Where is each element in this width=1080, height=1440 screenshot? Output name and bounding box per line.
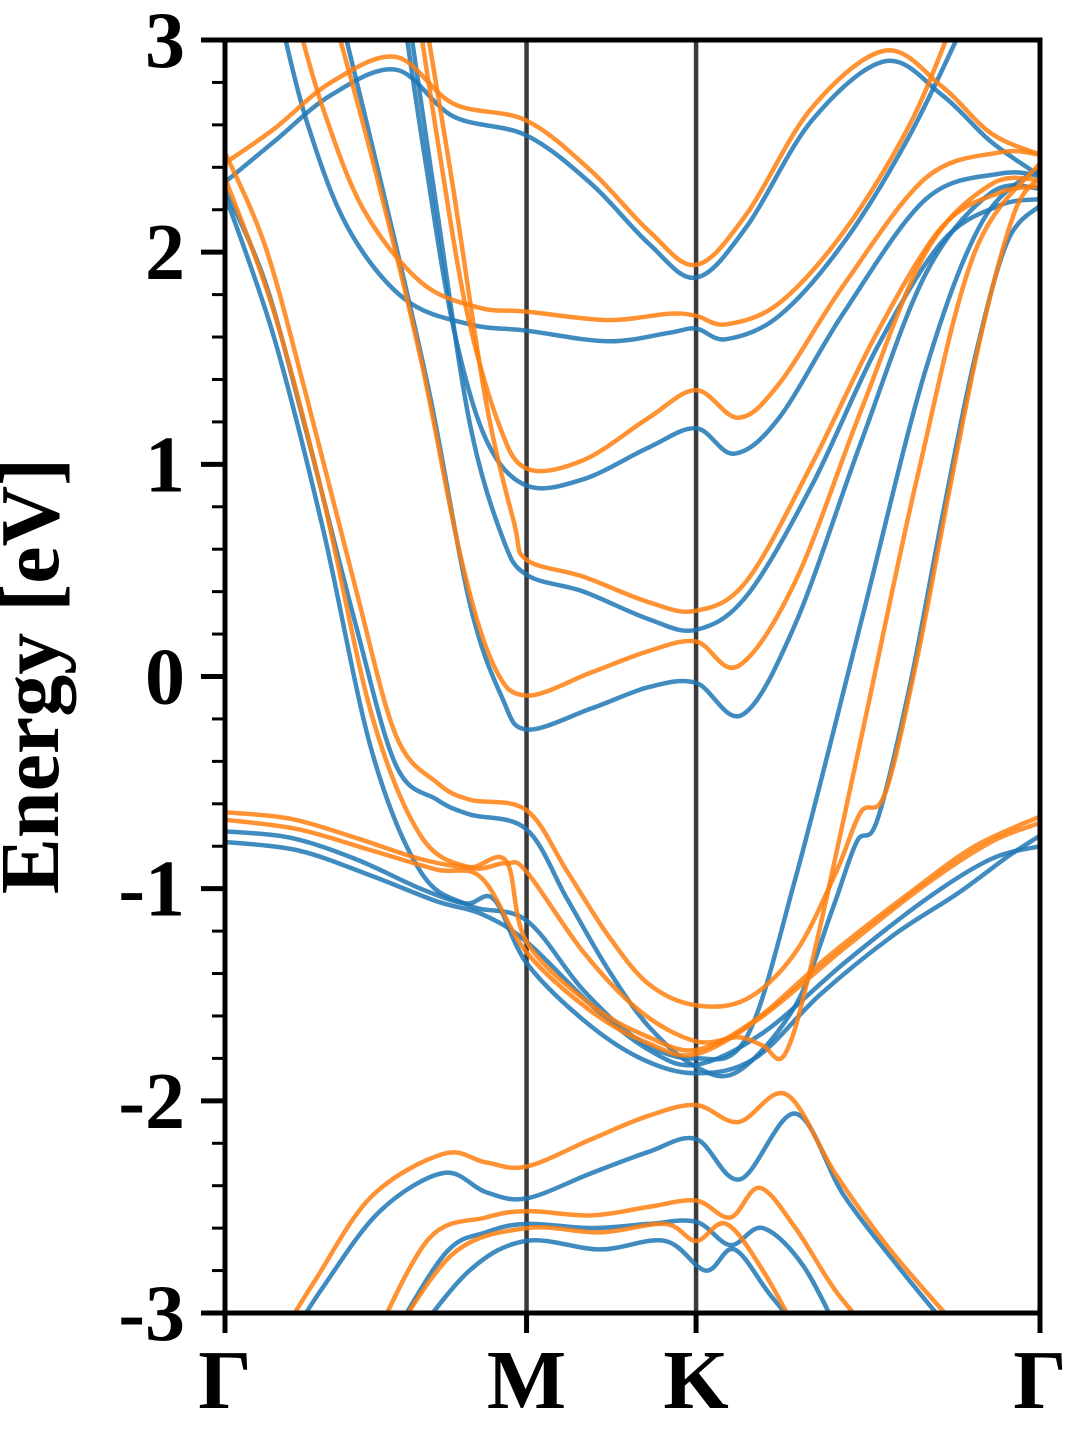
band-curve (225, 58, 1040, 280)
band-curve (283, 40, 959, 344)
band-curve (225, 160, 1040, 1062)
band-curve (405, 1220, 790, 1313)
band-curve (225, 817, 1040, 1058)
band-curve (303, 1111, 940, 1313)
k-point-label: Γ (1013, 1334, 1066, 1427)
band-curve (225, 150, 1040, 1009)
y-tick-label: -1 (118, 846, 185, 934)
k-point-label: M (487, 1334, 566, 1427)
band-curve (225, 829, 1040, 1076)
k-point-label: Γ (198, 1334, 251, 1427)
bands-orange (225, 40, 1040, 1313)
band-curve (338, 40, 1040, 698)
band-curve (292, 1090, 948, 1313)
y-tick-label: 2 (145, 209, 185, 297)
y-tick-label: -3 (118, 1270, 185, 1358)
band-curve (404, 40, 1040, 491)
band-curve (300, 40, 949, 327)
y-tick-label: -2 (118, 1058, 185, 1146)
y-tick-label: 0 (145, 634, 185, 722)
band-curve (419, 40, 1040, 474)
y-tick-label: 3 (145, 0, 185, 85)
band-curve (225, 165, 1040, 1062)
k-point-label: K (663, 1334, 728, 1427)
band-curve (409, 40, 1040, 633)
band-curve (429, 1237, 789, 1313)
y-tick-label: 1 (145, 421, 185, 509)
y-axis-title: Energy [eV] (0, 458, 77, 894)
band-curve (225, 810, 1040, 1053)
band-curve (426, 40, 1040, 614)
band-curve (384, 1185, 857, 1313)
band-curve (225, 48, 1040, 268)
